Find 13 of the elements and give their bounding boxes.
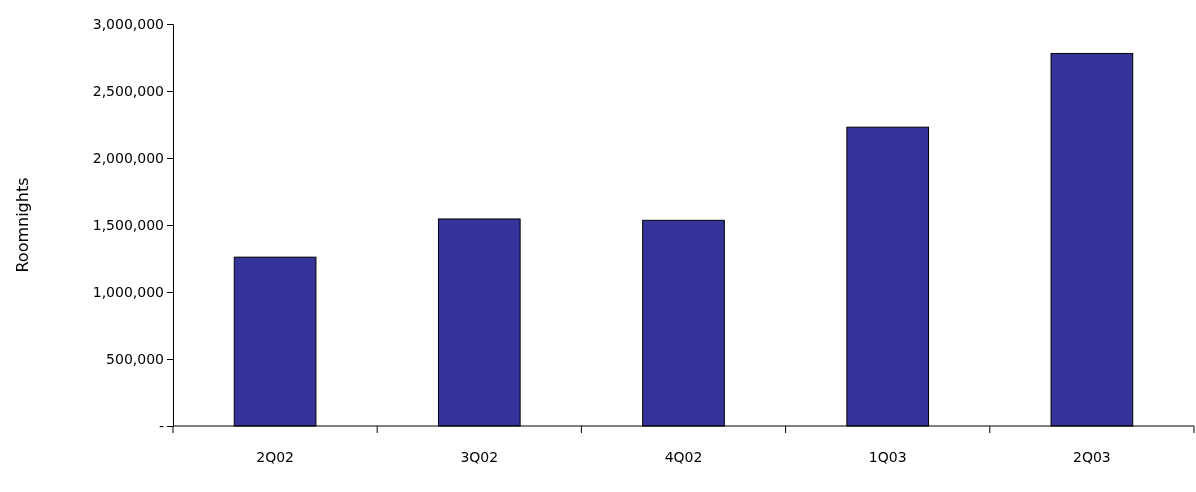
y-tick-label: 1,500,000 (92, 216, 164, 233)
x-tick-label: 2Q03 (1073, 449, 1111, 465)
y-tick-label: 500,000 (106, 350, 164, 367)
y-tick-label: 3,000,000 (92, 15, 164, 32)
x-tick-label: 2Q02 (256, 449, 294, 465)
y-tick-label: 2,000,000 (92, 149, 164, 166)
x-tick-label: 4Q02 (664, 449, 703, 465)
x-tick-label: 3Q02 (460, 449, 499, 465)
x-tick-label: 1Q03 (868, 449, 907, 465)
y-axis-title: Roomnights (13, 177, 32, 273)
y-tick-label: 1,000,000 (92, 283, 164, 300)
y-tick-label: 2,500,000 (92, 82, 164, 99)
y-tick-label: - (158, 417, 164, 434)
